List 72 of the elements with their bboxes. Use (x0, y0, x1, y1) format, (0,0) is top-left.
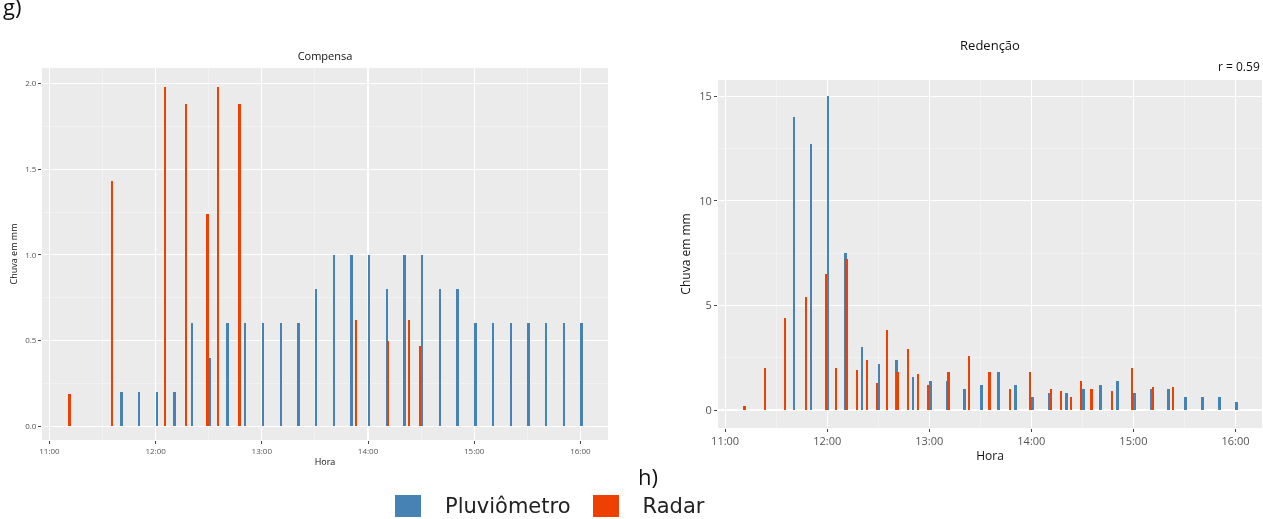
bar (1090, 389, 1093, 410)
x-tick-label: 13:00 (915, 433, 944, 449)
text: h) (638, 461, 658, 491)
bar (120, 392, 123, 427)
bar (1059, 391, 1062, 410)
bar (1082, 389, 1085, 410)
x-tick-label: 15:00 (1119, 433, 1148, 449)
bar (350, 254, 353, 427)
bar (1116, 380, 1119, 410)
bar (980, 384, 983, 410)
bar (1184, 397, 1187, 410)
bar (929, 380, 932, 410)
x-axis-title: Hora (976, 447, 1004, 465)
y-axis-title: Chuva em mm (676, 213, 694, 295)
text: g) (3, 0, 22, 21)
chart-title: Compensa (297, 48, 353, 63)
bar (1218, 397, 1221, 410)
bar (206, 213, 209, 427)
bar (988, 372, 991, 410)
bar (1014, 384, 1017, 410)
bar (403, 254, 406, 427)
bar (997, 372, 1000, 410)
y-tick-label: 10 (699, 192, 712, 208)
x-tick-label: 11:00 (39, 444, 61, 456)
y-tick-label: 1.5 (25, 162, 37, 174)
bar (963, 389, 966, 410)
x-tick-label: 12:00 (145, 444, 167, 456)
bar (896, 372, 899, 410)
x-tick-label: 13:00 (251, 444, 273, 456)
bar (947, 372, 950, 410)
y-tick-label: 1.0 (25, 248, 37, 260)
bar (1065, 393, 1068, 410)
bar (1201, 397, 1204, 410)
x-tick-label: 14:00 (357, 444, 379, 456)
bar (456, 289, 459, 427)
chart-title: Redenção (960, 36, 1021, 54)
y-axis-title: Chuva em mm (6, 223, 20, 285)
x-tick-label: 14:00 (1017, 433, 1046, 449)
bar (743, 405, 746, 410)
bar (226, 323, 229, 427)
bar (1167, 389, 1170, 410)
x-tick-label: 16:00 (1221, 433, 1250, 449)
x-tick-label: 11:00 (711, 433, 740, 449)
bar (238, 104, 241, 427)
y-tick-label: 0 (705, 401, 712, 417)
bar (474, 323, 477, 427)
bar (855, 370, 858, 410)
bar (1110, 391, 1113, 410)
bar (1133, 393, 1136, 410)
bar (527, 323, 530, 427)
y-tick-label: 2.0 (25, 77, 37, 89)
y-tick-label: 0.0 (25, 420, 37, 432)
x-tick-label: 16:00 (570, 444, 592, 456)
legend-label: Pluviômetro (445, 494, 571, 518)
y-tick-label: 5 (705, 297, 712, 313)
bar (173, 392, 176, 427)
bar (1031, 397, 1034, 410)
x-tick-label: 12:00 (813, 433, 842, 449)
text: r = 0.59 (1218, 58, 1260, 75)
legend-label: Radar (642, 494, 705, 518)
bar (297, 323, 300, 427)
bar (1235, 401, 1238, 410)
y-tick-label: 0.5 (25, 334, 37, 346)
bar (1099, 384, 1102, 410)
bar (68, 393, 71, 427)
bar (1069, 397, 1073, 410)
bar (580, 323, 583, 427)
bar (916, 374, 920, 410)
x-tick-label: 15:00 (464, 444, 485, 456)
bar (845, 259, 848, 410)
x-axis-title: Hora (314, 455, 336, 469)
y-tick-label: 15 (699, 87, 712, 103)
